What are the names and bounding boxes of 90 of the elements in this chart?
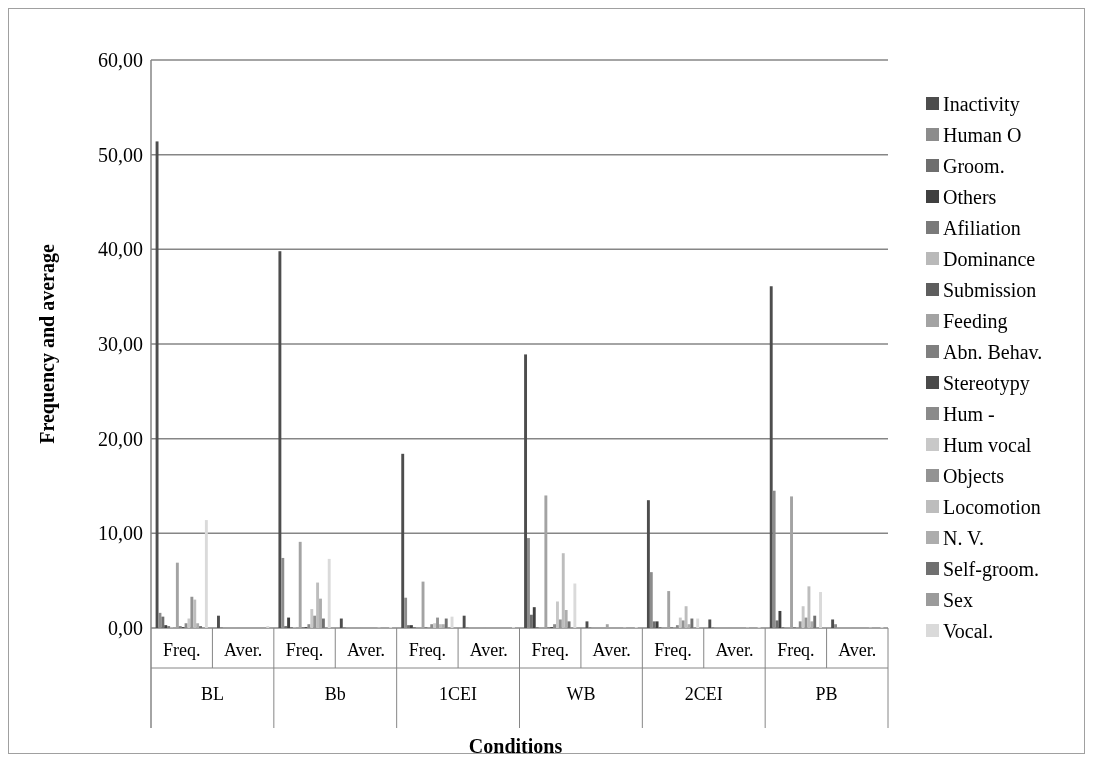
bar — [532, 607, 536, 628]
bar — [327, 558, 331, 628]
y-tick-label: 60,00 — [98, 49, 143, 71]
legend-label: Locomotion — [943, 496, 1041, 518]
bar — [204, 520, 208, 628]
legend-label: N. V. — [943, 527, 984, 549]
bar — [436, 617, 439, 628]
y-tick-label: 0,00 — [108, 617, 143, 639]
bar — [605, 624, 609, 628]
legend-label: Objects — [943, 465, 1005, 488]
bar — [287, 617, 291, 628]
bar — [313, 615, 317, 628]
bar — [529, 614, 533, 628]
bar — [544, 495, 548, 628]
bar — [310, 609, 314, 628]
legend-label: Abn. Behav. — [943, 341, 1043, 363]
bar — [790, 496, 793, 628]
legend-label: Hum vocal — [943, 434, 1032, 456]
text: BL — [200, 684, 224, 704]
bar — [444, 618, 448, 628]
x-tick-label: Freq. — [531, 640, 569, 660]
legend-label: Groom. — [943, 155, 1005, 177]
x-tick-label: Aver. — [838, 640, 877, 660]
bar — [556, 601, 559, 628]
legend-label: Sex — [943, 589, 973, 611]
legend-label: Dominance — [943, 248, 1036, 270]
bar — [321, 618, 325, 628]
bar — [175, 562, 179, 628]
bar — [769, 286, 773, 628]
bar — [708, 619, 712, 628]
bar — [561, 553, 565, 628]
legend-label: Vocal. — [943, 620, 994, 642]
bar — [462, 615, 466, 628]
bar — [813, 615, 817, 628]
x-tick-label: Freq. — [654, 640, 692, 660]
y-axis-title: Frequency and average — [36, 244, 59, 444]
legend-label: Self-groom. — [943, 558, 1040, 581]
legend-label: Others — [943, 186, 997, 208]
legend-label: Inactivity — [943, 93, 1020, 116]
bar — [646, 500, 650, 628]
bar — [339, 618, 343, 628]
text: WB — [566, 684, 596, 704]
bar — [155, 141, 159, 628]
bar — [567, 621, 571, 628]
y-tick-label: 10,00 — [98, 522, 143, 545]
y-tick-label: 20,00 — [98, 427, 143, 450]
legend-label: Submission — [943, 279, 1037, 301]
bar — [278, 251, 282, 628]
legend-label: Afiliation — [943, 217, 1021, 239]
bar — [524, 354, 528, 628]
x-tick-label: Freq. — [162, 640, 201, 660]
bar — [573, 583, 577, 628]
bar — [161, 616, 165, 628]
bar — [217, 615, 220, 628]
legend-label: Feeding — [943, 310, 1008, 333]
bar — [558, 619, 562, 628]
bar — [778, 610, 782, 628]
bar — [667, 591, 671, 628]
x-tick-label: Aver. — [346, 640, 386, 660]
bar — [801, 606, 805, 628]
text: 2CEI — [684, 684, 723, 704]
x-tick-label: Freq. — [777, 640, 815, 660]
bar — [564, 610, 568, 628]
x-tick-label: Freq. — [408, 640, 447, 660]
bar — [298, 541, 302, 628]
legend-label: Hum - — [943, 403, 995, 425]
text: 1CEI — [439, 684, 478, 704]
x-tick-label: Aver. — [469, 640, 508, 660]
y-tick-label: 50,00 — [98, 143, 143, 166]
x-axis-title: Conditions — [468, 735, 563, 757]
bar — [316, 582, 320, 628]
bar — [401, 453, 405, 628]
x-tick-label: Aver. — [592, 640, 631, 660]
x-tick-label: Aver. — [715, 640, 754, 660]
text: PB — [815, 684, 838, 704]
x-tick-label: Aver. — [224, 640, 263, 660]
text: Bb — [324, 684, 346, 704]
y-tick-label: 30,00 — [98, 333, 143, 355]
bar — [819, 592, 822, 628]
y-tick-label: 40,00 — [98, 238, 143, 261]
legend-label: Human O — [943, 124, 1022, 146]
bar — [690, 618, 694, 628]
bar — [831, 619, 835, 628]
bar — [810, 621, 814, 628]
bar — [696, 618, 700, 628]
x-tick-label: Freq. — [285, 640, 324, 660]
bar — [684, 606, 688, 628]
legend-label: Stereotypy — [943, 372, 1030, 395]
bar — [319, 598, 322, 628]
bar — [807, 586, 811, 628]
